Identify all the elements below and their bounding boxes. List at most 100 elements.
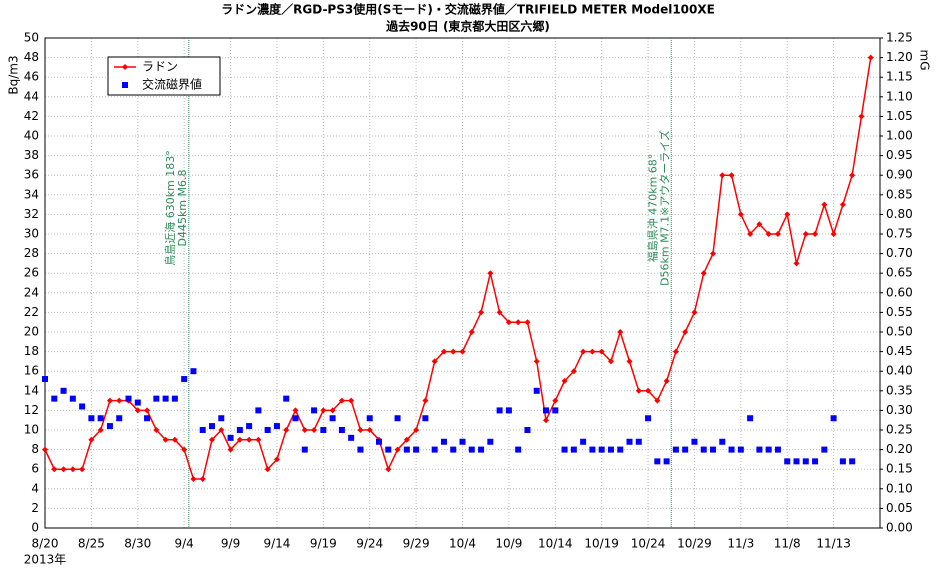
y-tick-label: 34 <box>24 187 39 201</box>
data-point <box>784 458 791 465</box>
data-point <box>802 231 809 237</box>
data-point <box>273 456 280 463</box>
data-point <box>543 417 549 424</box>
data-point <box>774 446 781 453</box>
data-point <box>496 407 503 414</box>
annotation-text: 鳥島近海 630km 183° <box>163 150 177 266</box>
y2-tick-label: 0.60 <box>886 285 913 299</box>
data-point <box>719 172 726 179</box>
data-point <box>867 54 874 61</box>
data-point <box>543 407 549 414</box>
data-point <box>255 436 262 443</box>
data-point <box>162 395 169 402</box>
x-tick-label: 8/25 <box>78 537 105 551</box>
data-point <box>42 446 48 453</box>
data-point <box>459 348 466 355</box>
data-point <box>561 378 568 384</box>
data-point <box>580 348 587 355</box>
y-tick-label: 28 <box>24 246 39 260</box>
data-point <box>440 348 447 355</box>
data-point <box>348 434 355 441</box>
y2-tick-label: 0.30 <box>886 403 913 417</box>
data-point <box>88 436 95 443</box>
x-tick-label: 8/30 <box>124 537 151 551</box>
data-point <box>533 358 540 365</box>
series-line <box>44 57 872 480</box>
data-point <box>505 407 512 414</box>
data-point <box>60 466 67 473</box>
y-tick-label: 2 <box>31 501 39 515</box>
data-point <box>394 446 401 453</box>
y-tick-label: 4 <box>31 481 39 495</box>
data-point <box>487 270 494 277</box>
data-point <box>42 376 48 383</box>
data-point <box>691 438 698 445</box>
data-point <box>515 319 522 326</box>
data-point <box>116 415 123 422</box>
data-point <box>283 427 290 433</box>
y2-tick-label: 0.90 <box>886 168 913 182</box>
y2-tick-label: 0.40 <box>886 364 913 378</box>
data-point <box>190 368 197 375</box>
y-tick-label: 20 <box>24 325 39 339</box>
y2-tick-label: 1.05 <box>886 109 913 123</box>
data-point <box>246 436 253 443</box>
y-tick-label: 40 <box>24 129 39 143</box>
y2-tick-label: 0.05 <box>886 501 913 515</box>
y-tick-label: 14 <box>24 383 39 397</box>
data-point <box>496 309 503 316</box>
data-point <box>97 415 104 422</box>
data-point <box>338 397 345 404</box>
y2-tick-label: 0.35 <box>886 383 913 397</box>
y2-tick-label: 0.20 <box>886 442 913 456</box>
data-point <box>181 446 188 453</box>
data-point <box>153 427 160 433</box>
data-point <box>283 395 290 402</box>
y2-tick-label: 0.25 <box>886 423 913 437</box>
data-point <box>598 348 605 355</box>
data-point <box>747 231 754 237</box>
data-point <box>385 466 392 473</box>
y-tick-label: 6 <box>31 462 39 476</box>
data-point <box>376 438 382 445</box>
data-point <box>561 446 568 453</box>
y-tick-label: 48 <box>24 50 39 64</box>
x-tick-label: 11/8 <box>774 537 801 551</box>
data-point <box>366 415 373 422</box>
y-tick-label: 0 <box>31 521 39 535</box>
x-tick-label: 9/29 <box>403 537 430 551</box>
y-tick-label: 10 <box>24 423 39 437</box>
y2-tick-label: 0.00 <box>886 521 913 535</box>
data-point <box>710 250 716 257</box>
data-point <box>672 446 679 453</box>
data-point <box>663 458 670 465</box>
y-tick-label: 24 <box>24 285 39 299</box>
y-tick-label: 12 <box>24 403 39 417</box>
data-point <box>125 395 132 402</box>
x-tick-label: 9/14 <box>263 537 290 551</box>
data-point <box>431 358 438 365</box>
data-point <box>700 446 707 453</box>
data-point <box>839 201 846 208</box>
data-point <box>821 446 828 453</box>
data-point <box>227 446 234 453</box>
data-point <box>654 397 661 404</box>
data-point <box>478 309 485 316</box>
y-tick-label: 30 <box>24 227 39 241</box>
chart-title: ラドン濃度／RGD-PS3使用(Sモード)・交流磁界値／TRIFIELD MET… <box>221 2 715 17</box>
data-point <box>236 427 243 433</box>
y2-tick-label: 1.15 <box>886 70 913 84</box>
data-point <box>765 446 772 453</box>
data-point <box>552 397 559 404</box>
data-point <box>682 329 689 335</box>
data-point <box>97 427 104 433</box>
data-point <box>144 415 151 422</box>
data-point <box>431 446 438 453</box>
data-point <box>598 446 605 453</box>
data-point <box>626 358 633 365</box>
y2-tick-label: 1.20 <box>886 50 913 64</box>
data-point <box>218 415 225 422</box>
data-point <box>830 415 837 422</box>
data-point <box>635 387 642 394</box>
